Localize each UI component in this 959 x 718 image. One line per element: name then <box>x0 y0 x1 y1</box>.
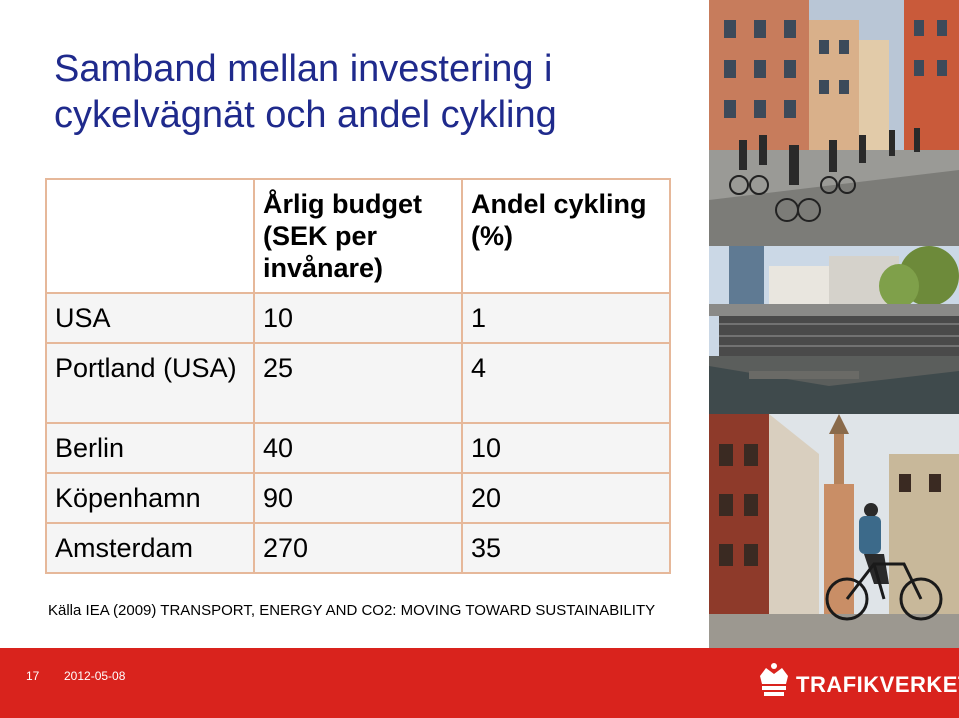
table-row: USA 10 1 <box>45 292 671 344</box>
cell-city: Amsterdam <box>45 522 255 574</box>
cell-share: 20 <box>461 472 671 524</box>
trafikverket-logo: TRAFIKVERKET <box>756 660 959 704</box>
table-header-row: Årlig budget (SEK per invånare) Andel cy… <box>45 178 671 294</box>
footer-bar: 17 2012-05-08 TRAFIKVERKET <box>0 648 959 718</box>
cell-city: Köpenhamn <box>45 472 255 524</box>
cell-budget: 90 <box>253 472 463 524</box>
photo-cyclist-oldtown <box>709 414 959 648</box>
slide-title: Samband mellan investering i cykelvägnät… <box>54 48 557 136</box>
cell-budget: 10 <box>253 292 463 344</box>
cell-share: 10 <box>461 422 671 474</box>
table-row: Amsterdam 270 35 <box>45 522 671 574</box>
table-header-share: Andel cykling (%) <box>461 178 671 294</box>
cell-budget: 25 <box>253 342 463 424</box>
cell-city: USA <box>45 292 255 344</box>
photo-column <box>709 0 959 648</box>
cell-city: Berlin <box>45 422 255 474</box>
page-number: 17 <box>26 669 40 683</box>
logo-text: TRAFIKVERKET <box>796 672 959 697</box>
photo-bike-parking <box>709 246 959 414</box>
cell-budget: 270 <box>253 522 463 574</box>
source-citation: Källa IEA (2009) TRANSPORT, ENERGY AND C… <box>48 602 656 619</box>
table-row: Köpenhamn 90 20 <box>45 472 671 524</box>
cell-share: 35 <box>461 522 671 574</box>
cell-city: Portland (USA) <box>45 342 255 424</box>
cell-share: 1 <box>461 292 671 344</box>
table-header-empty <box>45 178 255 294</box>
table-row: Berlin 40 10 <box>45 422 671 474</box>
photo-street-cyclists <box>709 0 959 246</box>
cell-share: 4 <box>461 342 671 424</box>
table-header-budget: Årlig budget (SEK per invånare) <box>253 178 463 294</box>
cell-budget: 40 <box>253 422 463 474</box>
table-row: Portland (USA) 25 4 <box>45 342 671 424</box>
slide-date: 2012-05-08 <box>64 669 126 683</box>
crown-icon <box>760 663 788 696</box>
bike-investment-table: Årlig budget (SEK per invånare) Andel cy… <box>45 178 671 574</box>
